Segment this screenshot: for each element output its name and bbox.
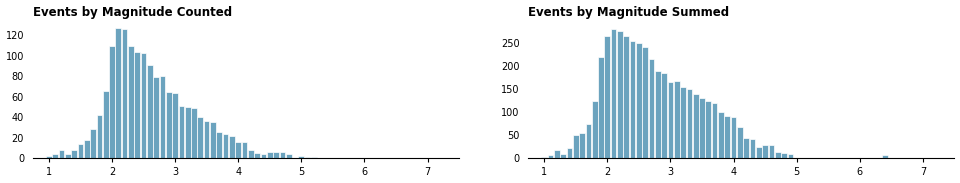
- Bar: [46, 156, 52, 158]
- Bar: [718, 112, 724, 158]
- Bar: [229, 136, 235, 158]
- Bar: [611, 29, 616, 158]
- Bar: [579, 133, 585, 158]
- Bar: [53, 154, 58, 158]
- Bar: [128, 46, 133, 158]
- Bar: [65, 154, 71, 158]
- Bar: [185, 107, 190, 158]
- Bar: [267, 152, 273, 158]
- Bar: [191, 108, 197, 158]
- Bar: [775, 152, 780, 158]
- Bar: [141, 53, 146, 158]
- Bar: [166, 92, 172, 158]
- Bar: [115, 28, 121, 158]
- Bar: [71, 150, 77, 158]
- Bar: [699, 98, 705, 158]
- Bar: [661, 73, 667, 158]
- Bar: [122, 29, 128, 158]
- Bar: [254, 153, 260, 158]
- Bar: [84, 140, 89, 158]
- Bar: [750, 139, 756, 158]
- Bar: [59, 150, 64, 158]
- Bar: [304, 157, 310, 158]
- Bar: [711, 103, 717, 158]
- Bar: [147, 65, 153, 158]
- Bar: [299, 156, 304, 158]
- Bar: [642, 47, 648, 158]
- Bar: [103, 91, 108, 158]
- Bar: [882, 155, 888, 158]
- Bar: [681, 87, 685, 158]
- Bar: [311, 157, 317, 158]
- Bar: [154, 77, 159, 158]
- Bar: [172, 93, 178, 158]
- Bar: [78, 144, 84, 158]
- Bar: [159, 76, 165, 158]
- Bar: [260, 154, 266, 158]
- Bar: [623, 36, 629, 158]
- Bar: [743, 138, 749, 158]
- Bar: [667, 82, 673, 158]
- Bar: [756, 147, 761, 158]
- Bar: [274, 152, 279, 158]
- Bar: [769, 145, 775, 158]
- Bar: [781, 153, 787, 158]
- Text: Events by Magnitude Summed: Events by Magnitude Summed: [528, 5, 730, 18]
- Bar: [706, 101, 711, 158]
- Bar: [592, 101, 597, 158]
- Bar: [216, 132, 222, 158]
- Bar: [279, 152, 285, 158]
- Bar: [90, 129, 96, 158]
- Bar: [566, 148, 572, 158]
- Bar: [630, 42, 636, 158]
- Bar: [787, 154, 793, 158]
- Bar: [179, 106, 184, 158]
- Bar: [674, 81, 680, 158]
- Bar: [617, 31, 623, 158]
- Bar: [586, 124, 591, 158]
- Bar: [134, 52, 140, 158]
- Bar: [762, 145, 768, 158]
- Text: Events by Magnitude Counted: Events by Magnitude Counted: [33, 5, 232, 18]
- Bar: [97, 115, 102, 158]
- Bar: [204, 122, 209, 158]
- Bar: [693, 94, 699, 158]
- Bar: [649, 59, 655, 158]
- Bar: [210, 122, 216, 158]
- Bar: [655, 71, 660, 158]
- Bar: [573, 135, 579, 158]
- Bar: [235, 142, 241, 158]
- Bar: [286, 154, 292, 158]
- Bar: [686, 89, 692, 158]
- Bar: [242, 142, 248, 158]
- Bar: [725, 116, 730, 158]
- Bar: [248, 150, 253, 158]
- Bar: [198, 117, 204, 158]
- Bar: [561, 154, 566, 158]
- Bar: [598, 57, 604, 158]
- Bar: [731, 117, 736, 158]
- Bar: [554, 150, 560, 158]
- Bar: [737, 127, 743, 158]
- Bar: [547, 155, 553, 158]
- Bar: [605, 36, 611, 158]
- Bar: [109, 46, 115, 158]
- Bar: [636, 43, 641, 158]
- Bar: [223, 134, 228, 158]
